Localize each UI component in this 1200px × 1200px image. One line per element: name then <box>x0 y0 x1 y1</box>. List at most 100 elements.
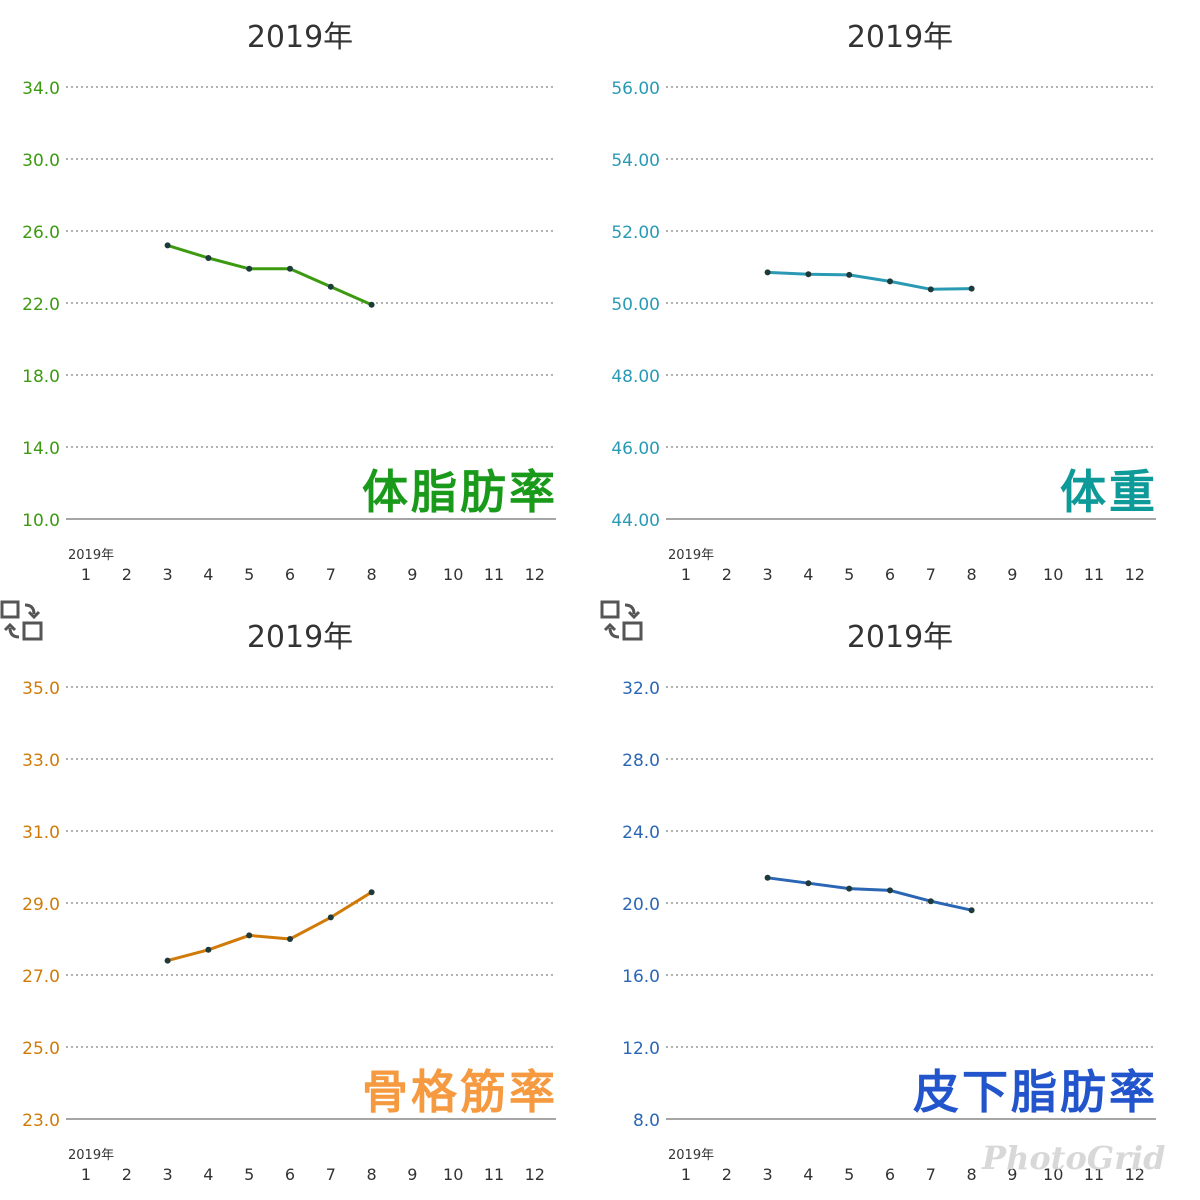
x-tick-label: 4 <box>803 1165 813 1184</box>
y-tick-label: 24.0 <box>622 823 660 843</box>
x-tick-label: 3 <box>763 565 773 584</box>
data-point <box>927 286 934 293</box>
x-tick-label: 12 <box>1125 1165 1145 1184</box>
axis-year-label: 2019年 <box>668 548 714 563</box>
x-tick-label: 12 <box>525 565 545 584</box>
metric-label: 体重 <box>1060 465 1158 519</box>
y-tick-label: 23.0 <box>22 1111 60 1131</box>
y-tick-label: 26.0 <box>22 223 60 243</box>
y-tick-label: 31.0 <box>22 823 60 843</box>
x-tick-label: 8 <box>367 565 377 584</box>
chart-svg: 56.00 54.00 52.00 50.00 48.00 46.00 44.00 2019年… <box>611 79 1156 584</box>
x-tick-label: 10 <box>443 565 463 584</box>
axis-year-label: 2019年 <box>68 548 114 563</box>
y-tick-label: 18.0 <box>22 367 60 387</box>
x-tick-label: 9 <box>407 565 417 584</box>
data-point <box>205 255 212 261</box>
x-tick-label: 11 <box>484 1165 504 1184</box>
x-tick-label: 5 <box>244 1165 254 1184</box>
x-tick-label: 2 <box>722 1165 732 1184</box>
data-point <box>246 932 253 939</box>
y-tick-label: 52.00 <box>611 223 660 243</box>
data-point <box>805 271 812 278</box>
metric-label: 体脂肪率 <box>362 465 558 519</box>
x-tick-label: 3 <box>763 1165 773 1184</box>
data-point <box>287 265 293 272</box>
chart-title: 2019年 <box>846 620 954 655</box>
swap-layout-icon[interactable] <box>0 600 44 642</box>
series-line <box>766 270 974 291</box>
y-tick-label: 50.00 <box>611 295 660 315</box>
x-tick-label: 6 <box>285 565 295 584</box>
y-tick-label: 20.0 <box>622 895 660 915</box>
x-tick-label: 7 <box>926 565 936 584</box>
chart-title: 2019年 <box>846 20 954 55</box>
x-tick-label: 4 <box>203 1165 213 1184</box>
data-point <box>327 914 334 921</box>
x-tick-label: 5 <box>844 565 854 584</box>
x-tick-label: 6 <box>885 565 895 584</box>
x-tick-label: 4 <box>203 565 213 584</box>
series-line <box>766 876 974 912</box>
axis-year-label: 2019年 <box>68 1148 114 1163</box>
x-tick-label: 8 <box>967 565 977 584</box>
chart-panel-subcutaneous-fat: 32.0 28.0 24.0 20.0 16.0 12.0 8.0 2019年 1 2 3 4 5 6 7 8… <box>600 600 1200 1200</box>
x-tick-label: 2 <box>122 565 132 584</box>
chart-title: 2019年 <box>246 20 354 55</box>
x-tick-label: 11 <box>1084 565 1104 584</box>
y-tick-label: 54.00 <box>611 151 660 171</box>
y-tick-label: 29.0 <box>22 895 60 915</box>
data-point <box>887 887 893 894</box>
data-point <box>246 265 253 272</box>
x-tick-label: 10 <box>443 1165 463 1184</box>
data-point <box>205 946 212 953</box>
y-tick-label: 25.0 <box>22 1039 60 1059</box>
data-point <box>764 269 771 276</box>
x-tick-label: 7 <box>326 565 336 584</box>
photogrid-watermark: PhotoGrid <box>982 1139 1166 1177</box>
chart-panel-weight: 56.00 54.00 52.00 50.00 48.00 46.00 44.00 2019年… <box>600 0 1200 600</box>
y-tick-label: 28.0 <box>622 751 660 771</box>
metric-label: 骨格筋率 <box>362 1065 558 1119</box>
x-tick-label: 9 <box>407 1165 417 1184</box>
data-point <box>368 889 375 896</box>
y-tick-label: 48.00 <box>611 367 660 387</box>
x-tick-label: 1 <box>681 1165 691 1184</box>
y-tick-label: 22.0 <box>22 295 60 315</box>
series-line <box>166 890 374 963</box>
x-tick-label: 5 <box>244 565 254 584</box>
axis-year-label: 2019年 <box>668 1148 714 1163</box>
x-tick-label: 5 <box>844 1165 854 1184</box>
y-tick-label: 27.0 <box>22 967 60 987</box>
x-tick-label: 2 <box>122 1165 132 1184</box>
y-tick-label: 56.00 <box>611 79 660 99</box>
y-tick-label: 46.00 <box>611 439 660 459</box>
series-line <box>166 243 374 307</box>
data-point <box>164 957 171 964</box>
data-point <box>805 880 812 887</box>
x-tick-label: 7 <box>926 1165 936 1184</box>
swap-layout-icon[interactable] <box>600 600 644 642</box>
y-tick-label: 10.0 <box>22 511 60 531</box>
chart-panel-body-fat: 34.0 30.0 26.0 22.0 18.0 14.0 10.0 2019年 1 2 3 4 5 6 7… <box>0 0 600 600</box>
y-tick-label: 32.0 <box>622 679 660 699</box>
x-tick-label: 2 <box>722 565 732 584</box>
data-point <box>927 898 934 905</box>
x-tick-label: 1 <box>81 1165 91 1184</box>
y-tick-label: 30.0 <box>22 151 60 171</box>
y-tick-label: 34.0 <box>22 79 60 99</box>
x-tick-label: 11 <box>484 565 504 584</box>
y-tick-label: 35.0 <box>22 679 60 699</box>
x-tick-label: 8 <box>967 1165 977 1184</box>
data-point <box>846 885 853 892</box>
x-tick-label: 1 <box>681 565 691 584</box>
data-point <box>327 283 334 290</box>
data-point <box>764 874 771 881</box>
y-tick-label: 33.0 <box>22 751 60 771</box>
x-tick-label: 10 <box>1043 1165 1063 1184</box>
x-tick-label: 9 <box>1007 1165 1017 1184</box>
x-tick-label: 6 <box>285 1165 295 1184</box>
